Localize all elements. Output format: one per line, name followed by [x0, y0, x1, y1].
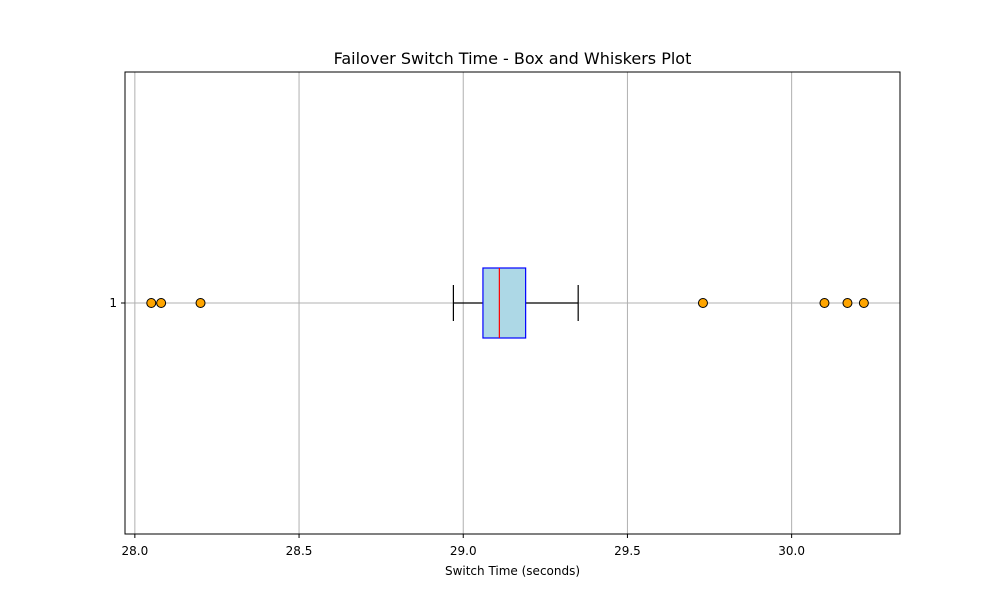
plot-data — [146, 267, 869, 339]
outlier-point — [697, 298, 708, 308]
x-tick-label: 29.5 — [614, 544, 641, 558]
outlier-point — [842, 298, 853, 308]
outlier-point — [858, 298, 869, 308]
x-tick-label: 28.5 — [286, 544, 313, 558]
x-tick-label: 30.0 — [778, 544, 805, 558]
outlier-point — [819, 298, 830, 308]
outlier-point — [156, 298, 167, 308]
x-tick-label: 28.0 — [121, 544, 148, 558]
x-axis-label: Switch Time (seconds) — [445, 564, 580, 578]
iqr-box — [482, 267, 527, 339]
y-tick-label: 1 — [109, 296, 117, 310]
chart-title: Failover Switch Time - Box and Whiskers … — [334, 49, 692, 68]
axis-ticks: 28.0 28.5 29.0 29.5 30.0 1 — [109, 296, 805, 558]
outlier-point — [195, 298, 206, 308]
x-tick-label: 29.0 — [450, 544, 477, 558]
outlier-point — [146, 298, 157, 308]
